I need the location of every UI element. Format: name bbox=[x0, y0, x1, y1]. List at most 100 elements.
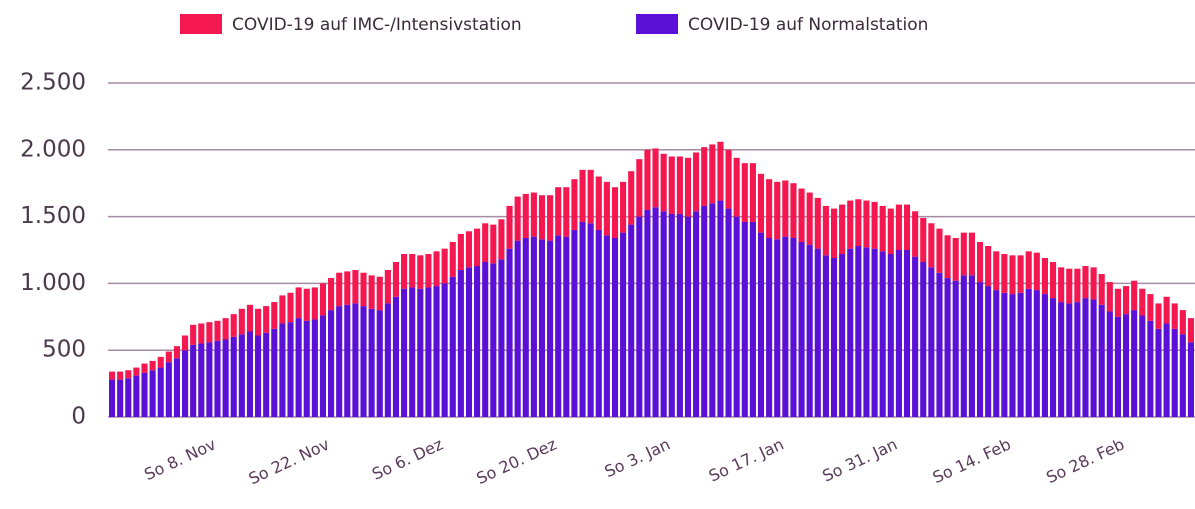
bar-segment bbox=[287, 292, 294, 323]
bar-segment bbox=[522, 193, 529, 238]
y-tick-label: 500 bbox=[42, 337, 86, 363]
bar-segment bbox=[920, 217, 927, 263]
bar-segment bbox=[757, 232, 765, 417]
bar-segment bbox=[109, 371, 116, 380]
bar-segment bbox=[1139, 315, 1146, 417]
bar-segment bbox=[482, 223, 489, 263]
bar-segment bbox=[157, 367, 164, 417]
bar-segment bbox=[328, 278, 335, 311]
bar-segment bbox=[895, 204, 902, 250]
bar-segment bbox=[441, 283, 448, 417]
bar-segment bbox=[879, 205, 886, 252]
bar-segment bbox=[814, 197, 821, 249]
bar-segment bbox=[830, 208, 838, 259]
bar-segment bbox=[498, 219, 505, 260]
bar-segment bbox=[676, 213, 683, 417]
bar-segment bbox=[920, 262, 927, 417]
bar-segment bbox=[1171, 303, 1178, 329]
bar-segment bbox=[693, 152, 700, 212]
bar-segment bbox=[474, 266, 481, 417]
x-tick-label: So 3. Jan bbox=[602, 434, 674, 481]
bar-segment bbox=[782, 180, 789, 237]
bar-segment bbox=[757, 173, 765, 233]
bar-segment bbox=[425, 254, 432, 288]
bar-segment bbox=[774, 239, 781, 417]
bar-segment bbox=[263, 306, 270, 333]
x-tick-label: So 22. Nov bbox=[246, 434, 333, 488]
bar-segment bbox=[1082, 266, 1089, 299]
bar-segment bbox=[1082, 298, 1089, 417]
bar-segment bbox=[230, 336, 237, 417]
bar-segment bbox=[725, 208, 732, 417]
bar-segment bbox=[993, 290, 1000, 417]
bar-segment bbox=[863, 247, 870, 417]
bar-segment bbox=[595, 229, 602, 417]
x-tick-label: So 20. Dez bbox=[473, 434, 559, 488]
bar-segment bbox=[238, 334, 245, 417]
bar-segment bbox=[1139, 288, 1146, 316]
bar-segment bbox=[1155, 328, 1162, 417]
bar-segment bbox=[903, 204, 911, 250]
bar-segment bbox=[352, 303, 359, 417]
bar-segment bbox=[538, 195, 546, 240]
bar-segment bbox=[847, 248, 854, 417]
bar-segment bbox=[206, 342, 213, 417]
bar-segment bbox=[392, 296, 400, 417]
y-tick-label: 1.000 bbox=[20, 270, 86, 296]
bar-segment bbox=[822, 205, 829, 256]
bar-segment bbox=[409, 287, 416, 417]
bar-segment bbox=[506, 205, 513, 249]
bar-segment bbox=[190, 344, 197, 417]
bar-segment bbox=[555, 235, 562, 417]
x-tick-label: So 17. Jan bbox=[706, 434, 787, 485]
bar-segment bbox=[814, 248, 821, 417]
bar-segment bbox=[279, 295, 286, 324]
bar-segment bbox=[498, 259, 505, 417]
bar-segment bbox=[1001, 254, 1008, 293]
bar-segment bbox=[295, 287, 302, 319]
bar-segment bbox=[482, 262, 489, 417]
bar-segment bbox=[887, 254, 894, 417]
bar-segment bbox=[547, 195, 554, 241]
bar-segment bbox=[449, 241, 456, 277]
bar-segment bbox=[1106, 311, 1113, 417]
bar-segment bbox=[141, 363, 148, 373]
bar-segment bbox=[790, 237, 797, 417]
bar-segment bbox=[1106, 282, 1113, 312]
bar-segment bbox=[976, 282, 984, 417]
bar-segment bbox=[1074, 302, 1081, 417]
bar-segment bbox=[198, 323, 205, 344]
bar-segment bbox=[701, 205, 708, 417]
bar-segment bbox=[644, 209, 651, 417]
bar-segment bbox=[944, 278, 951, 417]
bar-segment bbox=[871, 248, 878, 417]
x-tick-label: So 8. Nov bbox=[141, 434, 218, 484]
bar-segment bbox=[1098, 304, 1105, 417]
y-tick-label: 2.500 bbox=[20, 70, 86, 96]
bar-segment bbox=[709, 203, 716, 417]
bar-segment bbox=[928, 267, 935, 417]
bar-segment bbox=[1179, 334, 1186, 417]
bar-segment bbox=[587, 169, 594, 224]
bar-segment bbox=[490, 224, 497, 264]
bar-segment bbox=[1033, 290, 1040, 417]
bar-segment bbox=[985, 286, 992, 417]
bar-segment bbox=[563, 187, 570, 237]
bar-segment bbox=[465, 267, 473, 417]
bar-segment bbox=[1122, 314, 1130, 417]
bar-segment bbox=[490, 263, 497, 417]
bar-segment bbox=[749, 163, 756, 222]
bar-segment bbox=[173, 346, 181, 359]
bar-segment bbox=[238, 308, 245, 335]
bar-segment bbox=[1114, 316, 1121, 417]
bar-segment bbox=[149, 360, 156, 371]
bar-segment bbox=[579, 221, 586, 417]
bar-segment bbox=[1033, 252, 1040, 291]
bar-segment bbox=[571, 229, 578, 417]
y-tick-label: 0 bbox=[71, 404, 86, 430]
bar-segment bbox=[676, 156, 683, 214]
bar-segment bbox=[660, 153, 667, 212]
bar-segment bbox=[433, 286, 440, 417]
bar-segment bbox=[457, 270, 464, 417]
